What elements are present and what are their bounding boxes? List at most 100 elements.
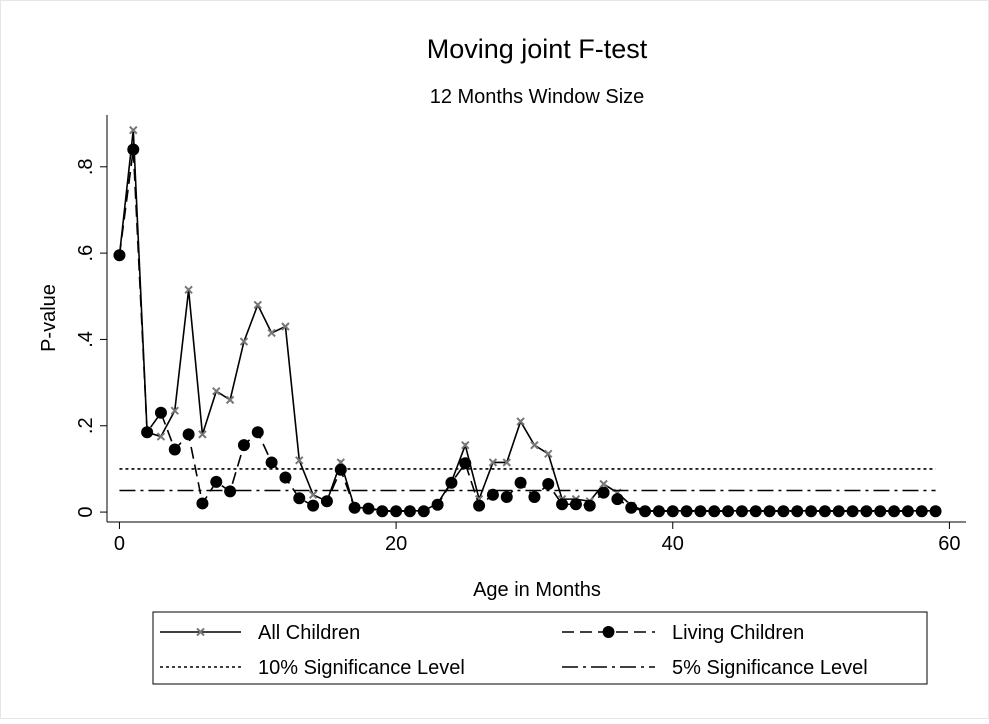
chart-title: Moving joint F-test xyxy=(427,34,648,64)
marker xyxy=(694,505,707,518)
marker xyxy=(735,505,748,518)
marker xyxy=(295,456,304,465)
legend-marker xyxy=(602,626,615,638)
marker xyxy=(308,490,318,500)
legend-label: 5% Significance Level xyxy=(672,657,868,679)
marker xyxy=(127,143,140,156)
marker xyxy=(403,505,416,518)
marker xyxy=(791,505,804,518)
marker xyxy=(239,337,249,346)
marker xyxy=(530,440,539,450)
marker xyxy=(901,505,914,518)
marker xyxy=(777,505,790,518)
legend-box xyxy=(152,611,928,685)
legend-label: Living Children xyxy=(672,622,804,644)
marker xyxy=(542,478,555,491)
marker xyxy=(486,488,499,501)
marker xyxy=(639,505,652,518)
marker xyxy=(417,505,430,518)
marker xyxy=(253,300,262,310)
y-tick-label: 0 xyxy=(75,507,97,518)
marker xyxy=(156,432,166,441)
marker xyxy=(708,505,721,518)
marker xyxy=(281,322,290,331)
marker xyxy=(184,285,193,295)
marker xyxy=(666,505,679,518)
marker xyxy=(583,499,596,512)
marker xyxy=(237,439,250,452)
marker xyxy=(488,458,498,467)
y-axis-label: P-value xyxy=(38,284,60,352)
marker xyxy=(348,501,361,514)
marker xyxy=(224,485,237,498)
marker xyxy=(334,463,347,476)
y-tick-label: .6 xyxy=(75,245,97,262)
marker xyxy=(198,430,207,439)
marker xyxy=(141,426,154,439)
chart-subtitle: 12 Months Window Size xyxy=(430,86,645,108)
marker xyxy=(722,505,735,518)
y-tick-label: .8 xyxy=(75,158,97,175)
marker xyxy=(279,471,292,484)
marker xyxy=(818,505,831,518)
marker xyxy=(597,486,610,499)
marker xyxy=(514,476,527,489)
marker xyxy=(320,495,333,508)
marker xyxy=(625,501,638,514)
marker xyxy=(874,505,887,518)
marker xyxy=(113,249,126,262)
marker xyxy=(915,505,928,518)
x-tick-label: 0 xyxy=(114,533,125,555)
marker xyxy=(431,498,444,511)
marker xyxy=(196,497,209,510)
x-axis-label: Age in Months xyxy=(473,579,601,601)
marker xyxy=(832,505,845,518)
y-tick-label: .4 xyxy=(75,331,97,348)
marker xyxy=(168,443,181,456)
marker xyxy=(500,490,513,503)
marker xyxy=(846,505,859,518)
marker xyxy=(267,328,276,338)
marker xyxy=(307,499,320,512)
marker xyxy=(749,505,762,518)
marker xyxy=(569,498,582,511)
legend-marker xyxy=(196,627,205,637)
marker xyxy=(544,449,553,459)
marker xyxy=(154,406,167,419)
marker xyxy=(293,492,306,505)
marker xyxy=(251,426,264,439)
y-tick-label: .2 xyxy=(75,417,97,434)
x-tick-label: 60 xyxy=(938,533,960,555)
marker xyxy=(502,458,511,467)
marker xyxy=(225,395,235,405)
marker xyxy=(929,505,942,518)
marker xyxy=(763,505,776,518)
legend-label: All Children xyxy=(258,622,360,644)
marker xyxy=(611,493,624,506)
marker xyxy=(473,499,486,512)
marker xyxy=(265,456,278,469)
marker xyxy=(652,505,665,518)
marker xyxy=(459,457,472,470)
x-tick-label: 20 xyxy=(385,533,407,555)
marker xyxy=(210,475,223,488)
legend-label: 10% Significance Level xyxy=(258,657,465,679)
marker xyxy=(860,505,873,518)
marker xyxy=(461,440,470,450)
marker xyxy=(599,479,608,489)
marker xyxy=(805,505,818,518)
marker xyxy=(516,417,525,426)
marker xyxy=(445,476,458,489)
marker xyxy=(212,387,221,396)
marker xyxy=(362,502,375,515)
marker xyxy=(376,505,389,518)
marker xyxy=(170,406,179,415)
marker xyxy=(556,498,569,511)
marker xyxy=(680,505,693,518)
marker xyxy=(129,125,138,135)
marker xyxy=(888,505,901,518)
marker xyxy=(528,490,541,503)
marker xyxy=(182,428,195,441)
